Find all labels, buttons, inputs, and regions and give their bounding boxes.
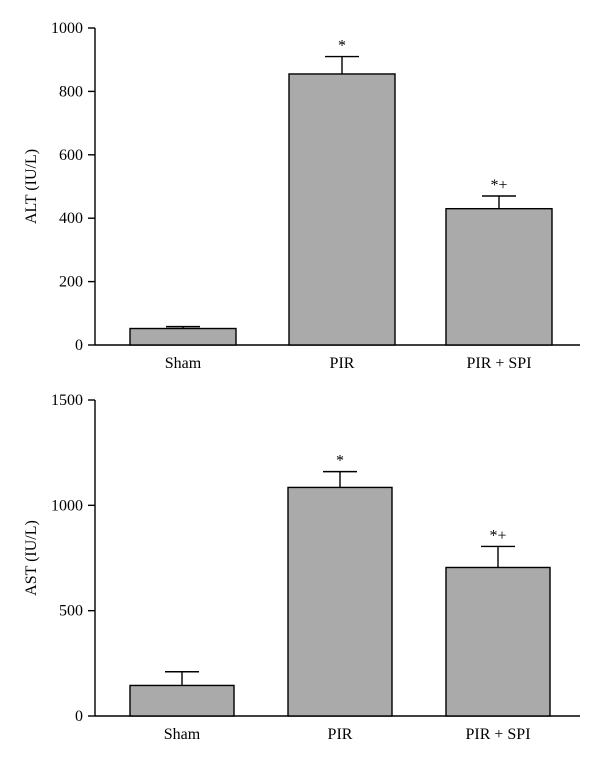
alt-y-axis-label: ALT (IU/L) xyxy=(23,149,40,224)
ast-bar-1 xyxy=(287,486,393,717)
ast-y-axis-label: AST (IU/L) xyxy=(23,520,40,596)
alt-y-tick-label: 200 xyxy=(59,274,83,291)
ast-category-label-2: PIR + SPI xyxy=(465,726,530,743)
ast-bar-0 xyxy=(129,684,235,717)
alt-bar-1 xyxy=(288,73,396,346)
ast-category-label-0: Sham xyxy=(164,726,201,743)
alt-category-label-1: PIR xyxy=(330,355,355,372)
ast-significance-2: *+ xyxy=(489,527,506,544)
ast-y-tick-label: 1000 xyxy=(51,497,83,514)
ast-category-label-1: PIR xyxy=(328,726,353,743)
ast-y-tick-label: 1500 xyxy=(51,392,83,409)
ast-y-tick-label: 0 xyxy=(75,708,83,725)
alt-category-label-0: Sham xyxy=(165,355,202,372)
alt-significance-2: *+ xyxy=(490,177,507,194)
alt-y-tick-label: 600 xyxy=(59,147,83,164)
alt-bar-chart: 0 200 400 600 800 1000 ALT (IU/L) Sham * PIR *+ PIR… xyxy=(23,20,580,372)
alt-y-tick-label: 400 xyxy=(59,210,83,227)
ast-bar-chart: 0 500 1000 1500 AST (IU/L) Sham * PIR *+ PIR + SP… xyxy=(23,392,580,743)
ast-bar-2 xyxy=(445,566,551,717)
ast-significance-1: * xyxy=(336,453,344,470)
alt-y-tick-label: 0 xyxy=(75,337,83,354)
ast-y-tick-label: 500 xyxy=(59,603,83,620)
alt-significance-1: * xyxy=(338,38,346,55)
alt-bar-0 xyxy=(129,327,237,346)
alt-y-tick-label: 800 xyxy=(59,83,83,100)
alt-y-tick-label: 1000 xyxy=(51,20,83,37)
alt-category-label-2: PIR + SPI xyxy=(466,355,531,372)
alt-bar-2 xyxy=(445,207,553,346)
